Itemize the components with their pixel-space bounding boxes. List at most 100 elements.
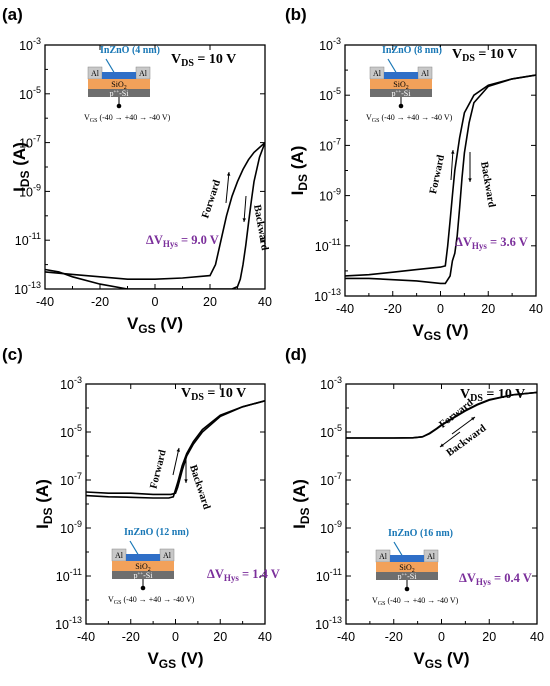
y-tick-label: 10-13 (314, 287, 341, 304)
x-axis-title: VGS (V) (147, 649, 203, 671)
hysteresis-label: ΔVHys = 9.0 V (146, 233, 219, 249)
substrate-layer (112, 571, 174, 579)
panel-label: (b) (285, 5, 307, 24)
right-electrode-label: Al (163, 551, 172, 560)
x-tick-label: -20 (91, 295, 109, 309)
y-axis-title: IDS (A) (10, 142, 32, 192)
x-tick-label: -20 (384, 302, 402, 316)
sweep-label: VGS (-40 → +40 → -40 V) (372, 596, 459, 607)
x-tick-label: 20 (213, 630, 227, 644)
x-tick-label: 40 (530, 630, 544, 644)
substrate-layer (376, 572, 438, 580)
substrate-layer (370, 89, 432, 97)
forward-arrow-head (451, 150, 455, 154)
vds-label: VDS = 10 V (181, 386, 246, 403)
y-tick-label: 10-7 (19, 134, 41, 151)
oxide-layer (370, 79, 432, 89)
y-tick-label: 10-5 (19, 85, 41, 102)
gate-contact (140, 585, 146, 591)
oxide-layer (88, 79, 150, 89)
gate-contact (398, 103, 404, 109)
panel-label: (d) (285, 345, 307, 364)
sweep-label: VGS (-40 → +40 → -40 V) (108, 595, 195, 606)
y-tick-label: 10-9 (60, 519, 82, 536)
x-axis-title: VGS (V) (127, 314, 183, 336)
channel-layer (126, 554, 160, 561)
hysteresis-label: ΔVHys = 1.4 V (207, 567, 280, 583)
x-tick-label: -40 (336, 302, 354, 316)
panel-d: (d) -40 -20 0 20 40 10-13 10-11 10-9 10-7 10-5 10-3… (285, 345, 544, 671)
left-electrode-label: Al (379, 552, 388, 561)
panel-a: (a) -40 -20 0 20 40 10-13 10-11 10-9 10-7 10-5 10-3… (2, 5, 272, 336)
forward-label: Forward (437, 397, 475, 430)
x-tick-label: 0 (438, 630, 445, 644)
x-tick-label: 40 (529, 302, 543, 316)
inset-title: InZnO (8 nm) (382, 45, 442, 56)
inset-title: InZnO (16 nm) (388, 528, 453, 539)
y-axis-title: IDS (A) (290, 479, 312, 529)
oxide-layer (112, 561, 174, 571)
forward-arrow-head (226, 172, 231, 176)
series-line-backward (86, 400, 265, 496)
x-tick-label: -40 (337, 630, 355, 644)
y-tick-label: 10-7 (60, 471, 82, 488)
x-tick-label: 0 (172, 630, 179, 644)
x-tick-label: 20 (482, 630, 496, 644)
forward-arrow (451, 416, 476, 435)
y-tick-label: 10-5 (320, 423, 342, 440)
hysteresis-label: ΔVHys = 0.4 V (459, 571, 532, 587)
sweep-label: VGS (-40 → +40 → -40 V) (84, 113, 171, 124)
x-tick-label: -20 (385, 630, 403, 644)
y-tick-label: 10-9 (319, 187, 341, 204)
x-tick-label: -40 (77, 630, 95, 644)
forward-label: Forward (148, 449, 168, 490)
vds-label: VDS = 10 V (460, 387, 525, 404)
x-tick-label: -20 (122, 630, 140, 644)
vds-label: VDS = 10 V (171, 52, 236, 69)
series-line-forward (86, 400, 265, 499)
oxide-label: SiO2 (399, 563, 414, 574)
panel-label: (a) (2, 5, 23, 24)
x-tick-label: 0 (437, 302, 444, 316)
substrate-label: p++-Si (392, 89, 412, 98)
x-tick-label: 20 (203, 295, 217, 309)
oxide-label: SiO2 (135, 562, 150, 573)
forward-arrow (172, 447, 180, 476)
vds-label: VDS = 10 V (452, 47, 517, 64)
inset-title: InZnO (12 nm) (124, 527, 189, 538)
x-tick-label: 0 (152, 295, 159, 309)
x-tick-label: 40 (258, 630, 272, 644)
backward-label: Backward (478, 161, 497, 208)
backward-arrow-head (242, 218, 247, 222)
substrate-layer (88, 89, 150, 97)
oxide-layer (376, 562, 438, 572)
y-tick-label: 10-7 (319, 136, 341, 153)
oxide-label: SiO2 (393, 80, 408, 91)
y-tick-label: 10-11 (316, 567, 342, 584)
y-axis-title: IDS (A) (33, 479, 55, 529)
backward-label: Backward (251, 204, 270, 251)
x-tick-label: -40 (36, 295, 54, 309)
y-tick-label: 10-5 (319, 86, 341, 103)
y-tick-label: 10-9 (19, 182, 41, 199)
plot-frame (44, 44, 266, 290)
series-line-backward (345, 74, 536, 285)
y-tick-label: 10-7 (320, 471, 342, 488)
oxide-label: SiO2 (111, 80, 126, 91)
right-electrode-label: Al (427, 552, 436, 561)
y-tick-label: 10-11 (56, 567, 82, 584)
panel-b: (b) -40 -20 0 20 40 10-13 10-11 10-9 10-7 10-5 10-3… (285, 5, 543, 343)
y-axis-title: IDS (A) (288, 146, 310, 196)
y-tick-label: 10-9 (320, 519, 342, 536)
y-tick-label: 10-3 (19, 36, 41, 53)
backward-arrow (439, 431, 461, 448)
x-axis-title: VGS (V) (413, 649, 469, 671)
y-tick-label: 10-3 (60, 375, 82, 392)
x-tick-label: 40 (258, 295, 272, 309)
forward-label: Forward (200, 179, 223, 220)
backward-arrow (243, 195, 247, 223)
panel-c: (c) -40 -20 0 20 40 10-13 10-11 10-9 10-7 10-5 10-3… (2, 345, 280, 671)
